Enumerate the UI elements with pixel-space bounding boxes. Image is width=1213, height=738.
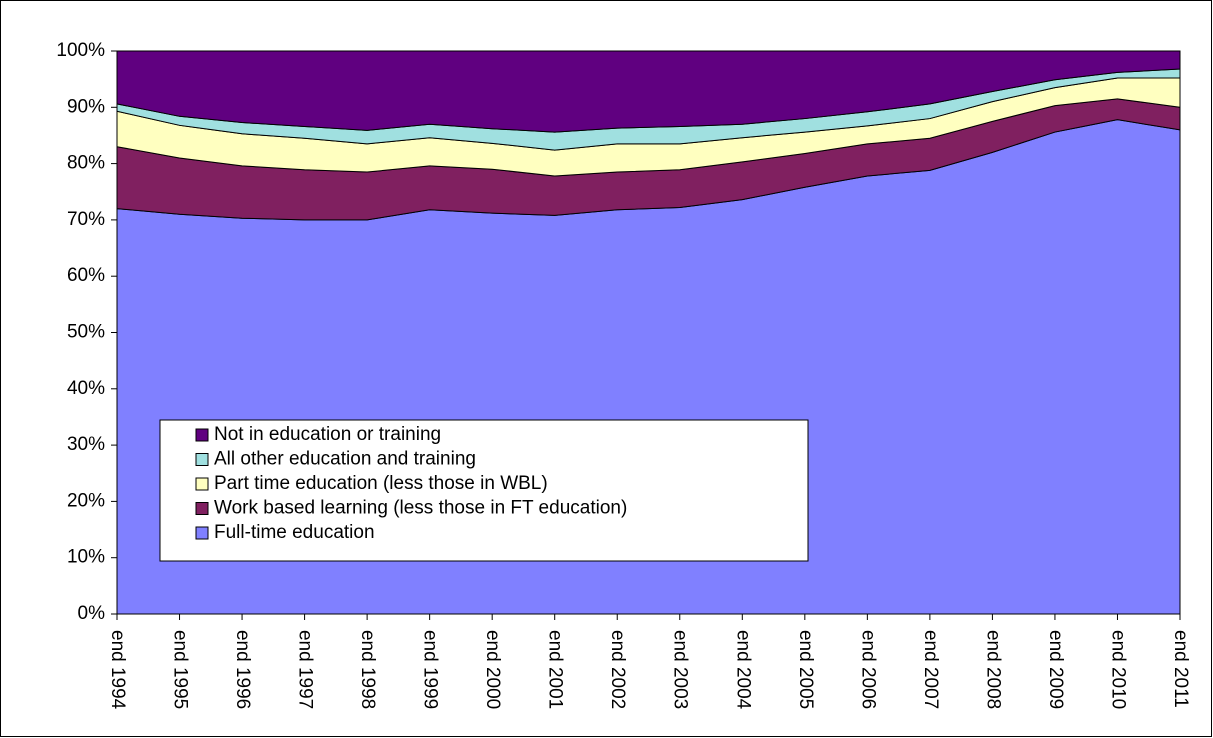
x-tick-label: end 1998 (357, 630, 378, 709)
x-tick-label: end 2005 (795, 630, 816, 709)
x-tick-label: end 1994 (107, 630, 128, 710)
legend-label: Part time education (less those in WBL) (214, 473, 548, 494)
legend-swatch (195, 502, 209, 515)
x-tick-label: end 2008 (982, 630, 1003, 709)
x-tick-label: end 2006 (857, 630, 878, 709)
x-tick-label: end 2009 (1045, 630, 1066, 709)
y-tick-label: 10% (67, 547, 105, 568)
legend-swatch (195, 428, 209, 442)
x-tick-label: end 1999 (420, 630, 441, 709)
x-tick-label: end 2011 (1170, 630, 1191, 708)
x-tick-label: end 2001 (545, 630, 566, 709)
y-tick-label: 80% (67, 153, 105, 174)
y-tick-label: 70% (67, 209, 105, 230)
y-tick-label: 100% (56, 40, 105, 61)
legend-swatch (195, 526, 209, 540)
x-tick-label: end 2007 (920, 630, 941, 709)
x-tick-label: end 2003 (670, 630, 691, 709)
y-tick-label: 20% (67, 490, 105, 511)
y-tick-label: 30% (67, 434, 105, 455)
legend-label: Not in education or training (214, 424, 441, 445)
legend-label: Full-time education (214, 522, 375, 543)
y-tick-label: 0% (78, 603, 106, 624)
legend-label: All other education and training (214, 449, 476, 470)
x-tick-label: end 2000 (482, 630, 503, 709)
x-tick-label: end 2002 (607, 630, 628, 709)
x-tick-label: end 1995 (170, 630, 191, 709)
y-tick-label: 60% (67, 265, 105, 286)
y-tick-label: 90% (67, 96, 105, 117)
x-tick-label: end 1997 (295, 630, 316, 709)
y-tick-label: 50% (67, 322, 105, 343)
x-tick-label: end 2010 (1107, 630, 1128, 709)
legend-swatch (195, 477, 209, 491)
y-tick-label: 40% (67, 378, 105, 399)
legend-swatch (195, 453, 209, 466)
x-tick-label: end 1996 (232, 630, 253, 709)
legend-label: Work based learning (less those in FT ed… (214, 498, 627, 519)
legend-box (159, 419, 809, 562)
x-tick-label: end 2004 (732, 630, 753, 710)
area (116, 50, 1181, 133)
